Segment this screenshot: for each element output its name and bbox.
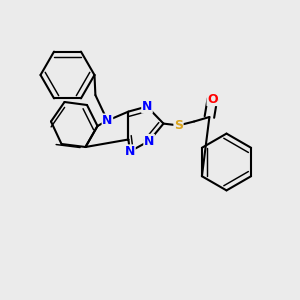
Text: N: N — [144, 134, 154, 148]
Text: N: N — [142, 100, 152, 113]
Text: N: N — [125, 145, 135, 158]
Text: O: O — [207, 92, 218, 106]
Text: N: N — [102, 114, 112, 127]
Text: S: S — [174, 119, 183, 132]
